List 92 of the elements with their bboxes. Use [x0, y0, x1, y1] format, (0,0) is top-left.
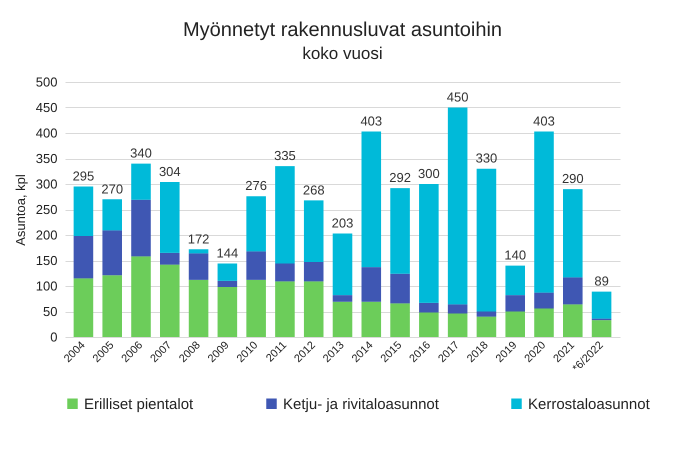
bar: [390, 274, 410, 304]
y-tick-label: 200: [36, 228, 58, 242]
y-tick-label: 400: [36, 126, 58, 140]
total-label: 89: [594, 274, 609, 289]
bar: [419, 302, 439, 313]
bar: [131, 256, 151, 337]
bar: [505, 312, 526, 337]
total-label: 340: [130, 146, 152, 161]
bar: [332, 233, 352, 296]
bar: [188, 280, 208, 337]
bar: [362, 131, 382, 268]
y-tick-label: 350: [36, 151, 58, 166]
bar: [362, 302, 382, 337]
total-label: 268: [302, 182, 325, 198]
legend-label: Kerrostaloasunnot: [528, 396, 651, 413]
bar: [563, 189, 583, 278]
total-label: 172: [188, 231, 210, 246]
bar: [332, 302, 352, 337]
bar: [74, 236, 94, 278]
bar: [592, 320, 612, 337]
bar: [304, 262, 324, 282]
bar: [188, 253, 208, 280]
bar: [102, 230, 122, 276]
legend-label: Ketju- ja rivitaloasunnot: [283, 396, 440, 413]
y-tick-label: 450: [36, 100, 58, 115]
y-tick-label: 50: [43, 304, 58, 319]
bar: [563, 304, 583, 337]
total-label: 140: [504, 248, 526, 263]
bar: [74, 186, 94, 236]
bar: [476, 316, 496, 337]
bar: [505, 295, 526, 312]
bar: [476, 168, 496, 312]
total-label: 304: [158, 164, 181, 179]
bar: [275, 166, 295, 264]
y-tick-label: 500: [36, 74, 58, 90]
bar: [563, 277, 583, 304]
total-label: 270: [101, 181, 124, 196]
bar: [448, 108, 468, 304]
total-label: 450: [446, 90, 468, 104]
bar: [476, 312, 496, 317]
bar: [218, 280, 238, 288]
bar: [218, 287, 238, 337]
bar: [390, 188, 410, 274]
total-label: 203: [332, 215, 354, 230]
y-tick-label: 250: [36, 202, 58, 217]
bar: [534, 131, 554, 293]
chart-subtitle: koko vuosi: [302, 44, 383, 63]
bar: [131, 164, 151, 200]
total-label: 330: [476, 150, 498, 166]
bar: [390, 303, 410, 337]
total-label: 403: [360, 113, 382, 128]
total-label: 292: [389, 170, 411, 186]
y-axis-title: Asuntoa, kpl: [12, 174, 28, 246]
bar: [102, 199, 122, 230]
total-label: 300: [418, 166, 440, 181]
bar: [160, 264, 180, 337]
bar: [332, 295, 352, 302]
bar: [419, 312, 439, 337]
bar: [275, 264, 295, 282]
total-label: 403: [533, 113, 555, 128]
bar: [131, 200, 151, 256]
total-label: 290: [562, 171, 584, 186]
total-label: 144: [216, 246, 238, 261]
bar: [534, 292, 554, 308]
total-label: 276: [245, 178, 267, 194]
bar: [419, 184, 439, 303]
bar: [74, 278, 94, 337]
bar: [275, 281, 295, 337]
bar: [246, 196, 266, 252]
bar: [448, 304, 468, 314]
bar: [246, 280, 266, 337]
total-label: 335: [274, 148, 296, 164]
bar: [102, 275, 122, 337]
y-tick-label: 150: [36, 253, 58, 268]
bar: [160, 252, 180, 265]
y-tick-label: 100: [36, 278, 58, 294]
y-tick-label: 300: [36, 176, 58, 192]
legend-label: Erilliset pientalot: [84, 396, 194, 413]
bar: [448, 314, 468, 337]
y-tick-label: 0: [50, 330, 58, 344]
bar: [218, 264, 238, 281]
bar: [534, 308, 554, 337]
bar: [246, 251, 266, 280]
bar: [592, 292, 612, 319]
chart-title: Myönnetyt rakennusluvat asuntoihin: [182, 19, 502, 41]
bar: [304, 200, 324, 262]
total-label: 295: [72, 168, 94, 184]
bar: [160, 182, 180, 253]
bar: [362, 267, 382, 302]
bar: [304, 281, 324, 337]
bar: [188, 249, 208, 254]
bar: [505, 266, 526, 296]
